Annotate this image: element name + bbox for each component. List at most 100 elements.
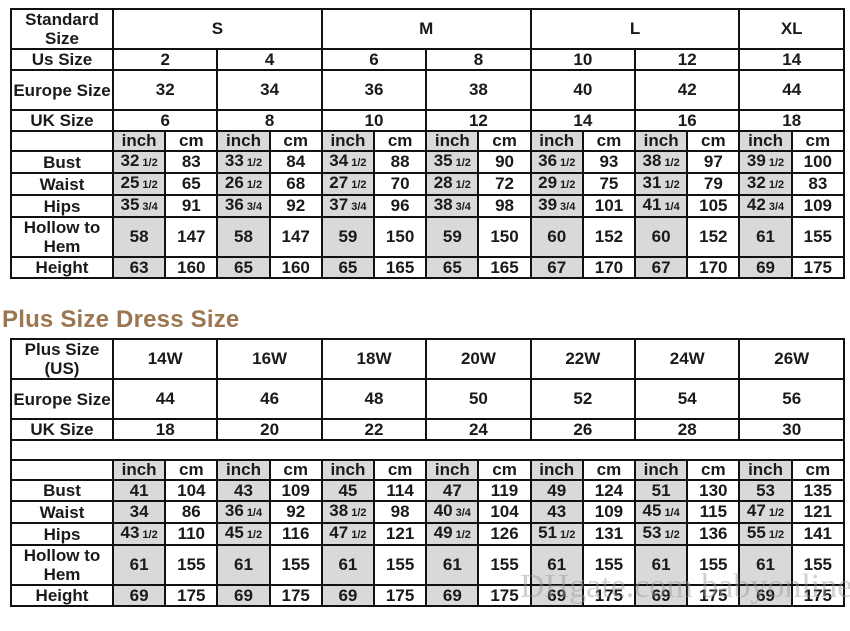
inch-value: 47	[425, 479, 480, 502]
inch-value: 28 1/2	[425, 172, 480, 196]
cm-value: 175	[164, 584, 219, 607]
size-group-header: XL	[738, 8, 845, 50]
inch-value: 69	[738, 584, 793, 607]
whole-value: 68	[286, 174, 306, 193]
cm-value: 165	[373, 256, 428, 279]
unit-label: cm	[373, 130, 428, 152]
unit-label: inch	[111, 459, 167, 481]
whole-value: 135	[803, 480, 832, 500]
size-value: 20	[216, 418, 323, 441]
whole-value: 36	[224, 195, 244, 214]
whole-value: 170	[699, 257, 728, 277]
unit-label: cm	[790, 459, 846, 481]
size-row: Us Size 2 4 6 8 10 12 14	[10, 48, 845, 71]
size-value: 44	[111, 378, 219, 420]
cm-value: 124	[581, 479, 637, 502]
whole-value: 43	[120, 523, 140, 542]
plus-size-table: Plus Size (US) 14W 16W 18W 20W 22W 24W 26W Europ…	[10, 338, 846, 607]
measurement-row: Height 69 175 69 175 69 175 69 175 69 175 69 175 69 17…	[10, 584, 846, 607]
cm-value: 79	[686, 172, 741, 196]
standard-size-table: Standard Size S M L XL Us Size 2 4 6 8 10 12 14 Europ…	[10, 8, 846, 279]
cm-value: 155	[581, 544, 637, 586]
unit-label: cm	[477, 459, 532, 481]
fraction-value: 1/2	[351, 507, 367, 519]
whole-value: 28	[433, 173, 453, 192]
cm-value: 101	[581, 194, 637, 218]
whole-value: 58	[129, 227, 149, 246]
size-value: 32	[111, 69, 219, 111]
inch-value: 45 1/2	[216, 522, 271, 546]
whole-value: 83	[181, 152, 201, 171]
row-label: Europe Size	[10, 69, 114, 111]
whole-value: 155	[699, 555, 728, 574]
inch-value: 47 1/2	[738, 500, 793, 524]
measurement-label: Bust	[10, 150, 114, 174]
whole-value: 61	[338, 555, 358, 574]
cm-value: 160	[268, 256, 323, 279]
measurement-row: Hips 43 1/2 110 45 1/2 116 47 1/2 121 49 1/2 126 51 1/…	[10, 522, 846, 546]
inch-value: 69	[529, 584, 584, 607]
whole-value: 53	[642, 523, 662, 542]
whole-value: 39	[746, 151, 766, 170]
cm-value: 105	[686, 194, 741, 218]
whole-value: 39	[538, 195, 558, 214]
cm-value: 109	[790, 194, 846, 218]
whole-value: 61	[129, 555, 149, 574]
whole-value: 136	[699, 524, 728, 543]
fraction-value: 1/2	[455, 179, 471, 191]
cm-value: 110	[164, 522, 219, 546]
size-value: 26W	[738, 338, 845, 380]
unit-label: cm	[373, 459, 428, 481]
cm-value: 121	[790, 500, 846, 524]
cm-value: 104	[477, 500, 532, 524]
whole-value: 152	[594, 227, 624, 246]
inch-value: 58	[111, 216, 167, 258]
inch-value: 39 1/2	[738, 150, 793, 174]
inch-value: 38 1/2	[320, 500, 376, 524]
whole-value: 109	[803, 196, 832, 215]
whole-value: 155	[803, 555, 832, 574]
whole-value: 69	[129, 585, 149, 605]
inch-value: 31 1/2	[634, 172, 689, 196]
fraction-value: 1/2	[768, 179, 785, 191]
cm-value: 175	[373, 584, 428, 607]
inch-value: 51 1/2	[529, 522, 584, 546]
inch-value: 67	[634, 256, 689, 279]
whole-value: 121	[803, 502, 832, 521]
inch-value: 58	[216, 216, 271, 258]
size-value: 18	[738, 109, 845, 132]
whole-value: 109	[594, 502, 624, 521]
measurement-label: Hollow to Hem	[10, 544, 114, 586]
inch-value: 38 1/2	[634, 150, 689, 174]
cm-value: 83	[164, 150, 219, 174]
measurement-label: Waist	[10, 500, 114, 524]
whole-value: 130	[699, 480, 728, 500]
fraction-value: 1/2	[142, 157, 158, 169]
cm-value: 155	[477, 544, 532, 586]
size-value: 22W	[529, 338, 637, 380]
measurement-row: Bust 41 104 43 109 45 114 47 119 49 124 51 130 53 135	[10, 479, 846, 502]
cm-value: 93	[581, 150, 637, 174]
size-value: 14	[529, 109, 637, 132]
cm-value: 155	[164, 544, 219, 586]
unit-label: cm	[686, 130, 741, 152]
whole-value: 96	[390, 196, 410, 215]
measurement-row: Hollow to Hem 61 155 61 155 61 155 61 155 61 155 61…	[10, 544, 846, 586]
cm-value: 147	[268, 216, 323, 258]
size-value: 6	[111, 109, 219, 132]
inch-value: 43	[529, 500, 584, 524]
unit-label: cm	[164, 459, 219, 481]
size-value: 24	[425, 418, 532, 441]
cm-value: 170	[581, 256, 637, 279]
fraction-value: 1/2	[246, 157, 263, 169]
unit-label: cm	[686, 459, 741, 481]
whole-value: 105	[699, 196, 728, 215]
whole-value: 41	[642, 195, 662, 214]
unit-label: inch	[738, 459, 793, 481]
inch-value: 61	[111, 544, 167, 586]
unit-label: cm	[164, 130, 219, 152]
whole-value: 61	[756, 555, 775, 574]
inch-value: 43 1/2	[111, 522, 167, 546]
measurement-label: Bust	[10, 479, 114, 502]
cm-value: 75	[581, 172, 637, 196]
